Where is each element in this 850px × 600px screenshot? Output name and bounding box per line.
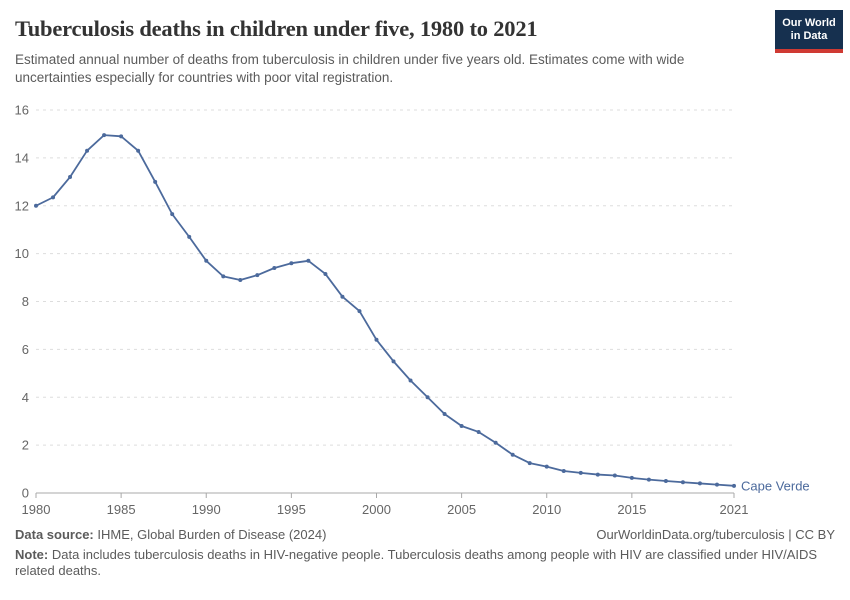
x-tick-label: 1995	[277, 502, 306, 517]
y-tick-label: 8	[22, 294, 29, 309]
x-tick-label: 2015	[617, 502, 646, 517]
data-point[interactable]	[663, 479, 668, 484]
data-source-label: Data source:	[15, 527, 94, 542]
y-tick-label: 16	[15, 103, 29, 118]
data-point[interactable]	[136, 148, 141, 153]
owid-logo-line2: in Data	[790, 30, 828, 42]
data-point[interactable]	[34, 203, 38, 208]
data-point[interactable]	[255, 273, 260, 278]
series-end-label[interactable]: Cape Verde	[741, 478, 810, 493]
attribution-link[interactable]: OurWorldinData.org/tuberculosis | CC BY	[596, 527, 835, 542]
owid-logo: Our World in Data	[775, 10, 843, 53]
data-point[interactable]	[374, 337, 379, 342]
data-point[interactable]	[323, 271, 328, 276]
y-tick-label: 0	[22, 486, 29, 501]
data-point[interactable]	[459, 423, 464, 428]
footnote-text: Data includes tuberculosis deaths in HIV…	[15, 546, 818, 579]
data-point[interactable]	[629, 475, 634, 480]
chart-header: Tuberculosis deaths in children under fi…	[15, 16, 755, 87]
data-point[interactable]	[680, 480, 685, 485]
data-source: Data source: IHME, Global Burden of Dise…	[15, 527, 326, 544]
data-point[interactable]	[204, 258, 209, 263]
y-tick-label: 12	[15, 198, 29, 213]
y-tick-label: 14	[15, 150, 29, 165]
y-tick-label: 6	[22, 342, 29, 357]
data-point[interactable]	[51, 195, 56, 200]
data-point[interactable]	[221, 274, 226, 279]
data-point[interactable]	[187, 234, 192, 239]
data-point[interactable]	[102, 133, 107, 138]
data-point[interactable]	[85, 148, 90, 153]
data-point[interactable]	[425, 395, 430, 400]
y-tick-label: 10	[15, 246, 29, 261]
data-point[interactable]	[442, 412, 447, 417]
x-tick-label: 1985	[107, 502, 136, 517]
data-point[interactable]	[119, 134, 124, 139]
x-tick-label: 1990	[192, 502, 221, 517]
x-tick-label: 2021	[720, 502, 749, 517]
data-line[interactable]	[35, 134, 735, 487]
line-chart: 0 2 4 6 8 10 12 14 16 1980 1985 1990 1995 2000 2005 201…	[15, 103, 810, 518]
data-point[interactable]	[340, 294, 345, 299]
data-point[interactable]	[68, 175, 73, 180]
data-point[interactable]	[612, 473, 617, 478]
data-point[interactable]	[544, 464, 549, 469]
y-tick-label: 2	[22, 438, 29, 453]
data-point[interactable]	[238, 277, 243, 282]
x-tick-label: 2010	[532, 502, 561, 517]
data-point[interactable]	[646, 477, 651, 482]
data-point[interactable]	[289, 261, 294, 266]
y-tick-label: 4	[22, 390, 29, 405]
footnote-label: Note:	[15, 546, 49, 562]
chart-subtitle: Estimated annual number of deaths from t…	[15, 52, 685, 85]
data-point[interactable]	[272, 265, 277, 270]
footnote: Note: Data includes tuberculosis deaths …	[15, 547, 835, 580]
data-point[interactable]	[714, 482, 719, 487]
source-row: Data source: IHME, Global Burden of Dise…	[15, 527, 835, 544]
data-point[interactable]	[357, 309, 362, 314]
data-point[interactable]	[493, 440, 498, 445]
chart-footer: Data source: IHME, Global Burden of Dise…	[15, 527, 835, 580]
data-point[interactable]	[408, 378, 413, 383]
data-point[interactable]	[578, 470, 583, 475]
data-source-value: IHME, Global Burden of Disease (2024)	[97, 527, 327, 542]
data-point[interactable]	[153, 179, 158, 184]
x-tick-label: 2005	[447, 502, 476, 517]
x-tick-label: 1980	[22, 502, 51, 517]
data-point[interactable]	[697, 481, 702, 486]
x-tick-label: 2000	[362, 502, 391, 517]
data-point[interactable]	[306, 258, 311, 263]
data-point[interactable]	[732, 483, 736, 488]
page-title: Tuberculosis deaths in children under fi…	[15, 16, 538, 41]
owid-logo-line1: Our World	[782, 17, 836, 29]
data-point[interactable]	[170, 212, 175, 217]
data-point[interactable]	[595, 472, 600, 477]
data-point[interactable]	[527, 461, 532, 466]
data-point[interactable]	[391, 359, 396, 364]
data-point[interactable]	[561, 468, 566, 473]
data-point[interactable]	[476, 429, 481, 434]
data-point[interactable]	[510, 452, 515, 457]
